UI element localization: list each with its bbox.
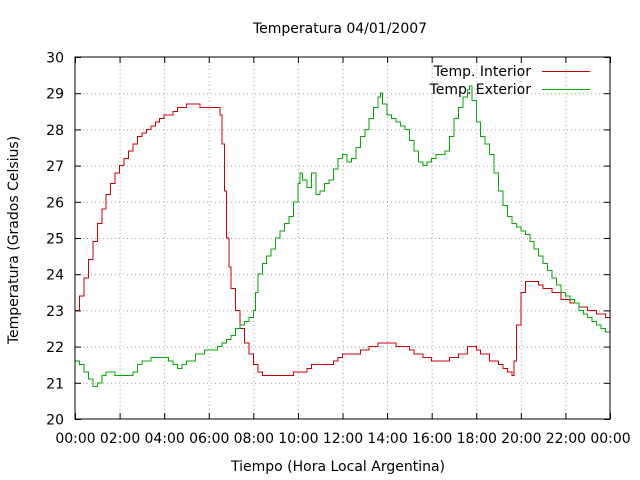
y-tick-label: 21	[46, 376, 64, 392]
x-axis-tick-labels: 00:00 02:00 04:00 06:00 08:00 10:00 12:00 14:00…	[55, 431, 630, 447]
series-line-exterior	[75, 85, 611, 387]
x-tick-label: 02:00	[100, 431, 140, 447]
x-tick-label: 20:00	[501, 431, 541, 447]
y-tick-label: 20	[46, 413, 64, 429]
y-tick-label: 28	[46, 123, 64, 139]
legend-label: Temp. Interior	[433, 64, 532, 80]
x-tick-label: 10:00	[278, 431, 318, 447]
x-tick-label: 00:00	[55, 431, 95, 447]
x-axis-label: Tiempo (Hora Local Argentina)	[230, 459, 445, 475]
series-line-interior	[75, 103, 610, 377]
legend: Temp. Interior Temp. Exterior	[429, 64, 590, 98]
y-tick-label: 23	[46, 304, 64, 320]
x-tick-label: 16:00	[412, 431, 452, 447]
x-tick-label: 04:00	[144, 431, 184, 447]
y-tick-label: 24	[46, 268, 64, 284]
y-tick-label: 22	[46, 340, 64, 356]
y-tick-label: 25	[46, 232, 64, 248]
y-tick-label: 30	[46, 51, 64, 67]
y-axis-tick-labels: 20 21 22 23 24 25 26 27 28 29 30	[46, 51, 64, 429]
y-tick-label: 26	[46, 195, 64, 211]
chart-title: Temperatura 04/01/2007	[252, 21, 427, 37]
x-tick-label: 22:00	[546, 431, 586, 447]
series-lines	[75, 85, 611, 387]
axis-ticks	[75, 57, 611, 420]
x-tick-label: 08:00	[234, 431, 274, 447]
x-tick-label: 18:00	[457, 431, 497, 447]
legend-label: Temp. Exterior	[429, 82, 532, 98]
x-tick-label: 12:00	[323, 431, 363, 447]
y-tick-label: 29	[46, 87, 64, 103]
x-tick-label: 14:00	[367, 431, 407, 447]
x-tick-label: 00:00	[590, 431, 630, 447]
y-axis-label: Temperatura (Grados Celsius)	[6, 136, 22, 345]
y-tick-label: 27	[46, 159, 64, 175]
x-tick-label: 06:00	[189, 431, 229, 447]
